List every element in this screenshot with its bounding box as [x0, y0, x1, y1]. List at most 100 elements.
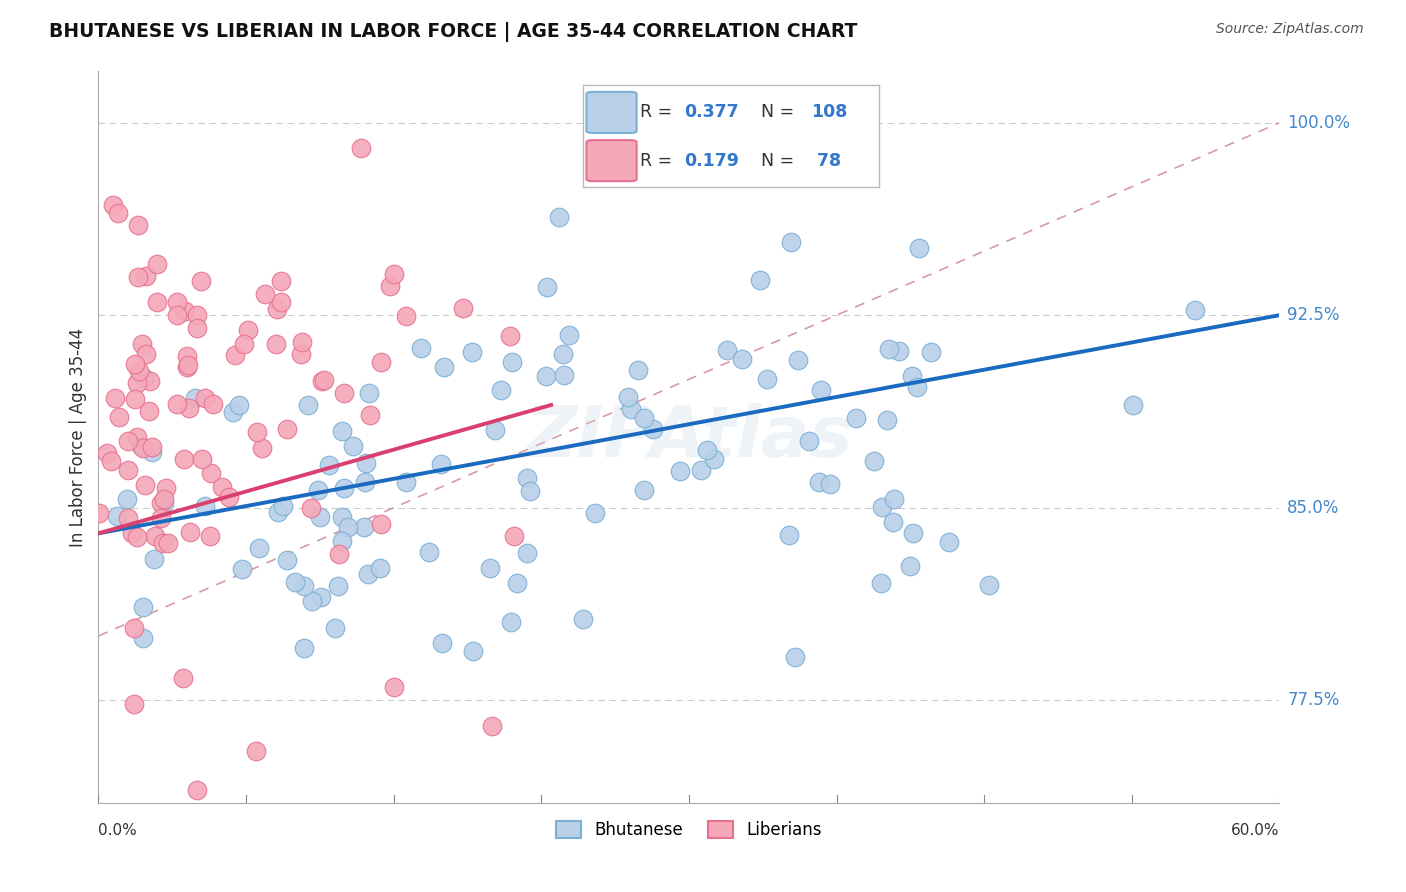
Point	[433, 359, 456, 374]
Point	[264, 337, 287, 351]
Point	[797, 434, 820, 449]
Point	[247, 541, 270, 555]
Text: 0.179: 0.179	[683, 152, 738, 169]
Point	[141, 440, 163, 454]
Point	[153, 496, 176, 510]
Point	[115, 491, 138, 506]
Text: 85.0%: 85.0%	[1288, 499, 1340, 516]
Text: R =: R =	[640, 103, 678, 121]
Point	[755, 371, 778, 385]
Point	[222, 405, 245, 419]
Point	[211, 480, 233, 494]
Point	[186, 321, 208, 335]
Point	[323, 621, 346, 635]
Point	[534, 369, 557, 384]
Text: BHUTANESE VS LIBERIAN IN LABOR FORCE | AGE 35-44 CORRELATION CHART: BHUTANESE VS LIBERIAN IN LABOR FORCE | A…	[49, 22, 858, 42]
Point	[349, 141, 371, 155]
Point	[870, 500, 893, 514]
Point	[370, 355, 392, 369]
Point	[186, 783, 208, 797]
Point	[671, 169, 693, 184]
Point	[547, 210, 569, 224]
Point	[516, 545, 538, 559]
Point	[297, 398, 319, 412]
Point	[132, 442, 155, 456]
Point	[583, 506, 606, 520]
Point	[270, 295, 292, 310]
Point	[778, 528, 800, 542]
Point	[810, 383, 832, 397]
Point	[224, 348, 246, 362]
Point	[395, 475, 418, 489]
Point	[501, 354, 523, 368]
Point	[785, 649, 807, 664]
Point	[190, 275, 212, 289]
Point	[499, 329, 522, 343]
Point	[150, 511, 173, 525]
Point	[898, 559, 921, 574]
Legend: Bhutanese, Liberians: Bhutanese, Liberians	[550, 814, 828, 846]
Point	[301, 593, 323, 607]
Point	[125, 376, 148, 390]
Point	[176, 360, 198, 375]
Point	[117, 434, 139, 449]
Text: 78: 78	[811, 152, 841, 169]
Point	[977, 578, 1000, 592]
Point	[228, 398, 250, 412]
Point	[499, 615, 522, 629]
Point	[328, 548, 350, 562]
Point	[142, 551, 165, 566]
Text: ZIPAtlas: ZIPAtlas	[524, 402, 853, 472]
Point	[121, 526, 143, 541]
Text: 77.5%: 77.5%	[1288, 691, 1340, 709]
Point	[157, 536, 180, 550]
Point	[166, 308, 188, 322]
Point	[333, 482, 356, 496]
Point	[409, 341, 432, 355]
Point	[342, 439, 364, 453]
Point	[174, 303, 197, 318]
Point	[307, 483, 329, 498]
Point	[395, 309, 418, 323]
FancyBboxPatch shape	[586, 92, 637, 133]
Point	[135, 269, 157, 284]
Point	[326, 579, 349, 593]
Point	[132, 371, 155, 385]
Point	[668, 464, 690, 478]
Point	[291, 335, 314, 350]
Point	[786, 353, 808, 368]
Point	[152, 536, 174, 550]
Point	[619, 401, 641, 416]
Point	[633, 483, 655, 497]
Point	[101, 197, 124, 211]
Point	[938, 535, 960, 549]
Point	[359, 386, 381, 401]
Point	[89, 506, 111, 520]
Point	[146, 257, 169, 271]
Point	[378, 279, 401, 293]
Point	[312, 373, 335, 387]
FancyBboxPatch shape	[586, 140, 637, 181]
Point	[807, 475, 830, 489]
Point	[901, 369, 924, 384]
Point	[418, 545, 440, 559]
Point	[553, 368, 575, 382]
Point	[155, 481, 177, 495]
Point	[124, 357, 146, 371]
Point	[370, 517, 392, 532]
Point	[845, 410, 868, 425]
Point	[557, 328, 579, 343]
Point	[920, 344, 942, 359]
Point	[1184, 302, 1206, 317]
Point	[299, 501, 322, 516]
Point	[143, 529, 166, 543]
Point	[617, 391, 640, 405]
Point	[124, 392, 146, 406]
Point	[104, 391, 127, 405]
Point	[238, 323, 260, 337]
Point	[382, 681, 405, 695]
Point	[127, 219, 149, 233]
Point	[107, 205, 129, 219]
Point	[218, 490, 240, 504]
Point	[883, 491, 905, 506]
